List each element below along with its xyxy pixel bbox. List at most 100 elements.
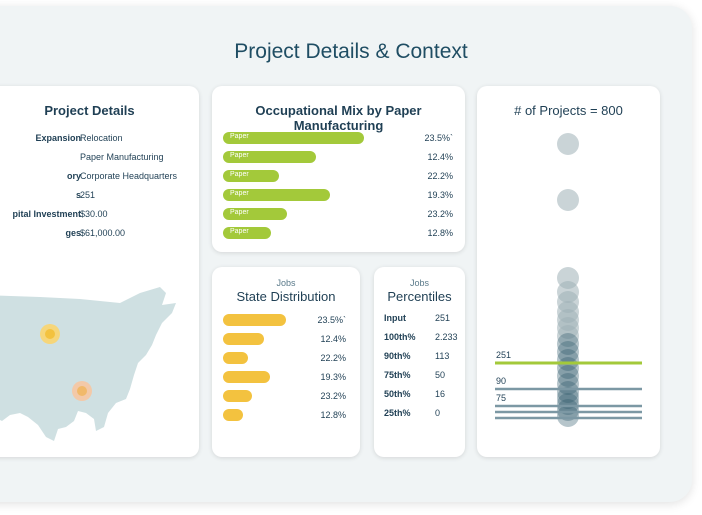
- project-details-title: Project Details: [44, 103, 135, 118]
- percentile-line-label: 251: [496, 350, 511, 360]
- occupational-mix-title: Occupational Mix by Paper Manufacturing: [255, 103, 422, 133]
- percentile-key: 25th%: [384, 408, 411, 418]
- project-details-card: Project Details Expansion Relocation Pap…: [0, 86, 199, 457]
- project-dot: [557, 341, 579, 363]
- detail-key: ory: [66, 171, 81, 181]
- state-bar: [223, 371, 270, 383]
- projects-distribution: 251 90 75: [495, 133, 642, 427]
- occupation-bar-value: 22.2%: [427, 171, 453, 181]
- occupation-bar-label: Paper: [230, 228, 249, 235]
- occupation-bar: Paper: [223, 132, 364, 144]
- state-bar-row: 12.8%: [223, 409, 346, 421]
- occupation-bar: Paper: [223, 208, 287, 220]
- occupation-bar-label: Paper: [230, 171, 249, 178]
- us-map-shape: [0, 287, 176, 441]
- detail-key: s: [75, 190, 81, 200]
- percentile-key: 90th%: [384, 351, 411, 361]
- detail-key: pital Investment: [12, 209, 81, 219]
- occupation-bar-row: Paper 19.3%: [223, 189, 453, 201]
- project-dot: [557, 399, 579, 421]
- percentile-value: 2.233: [435, 332, 458, 342]
- detail-row: Paper Manufacturing: [0, 152, 199, 164]
- state-bar-row: 23.5%`: [223, 314, 346, 326]
- state-bar-value: 23.2%: [320, 391, 346, 401]
- percentile-row: 100th% 2.233: [384, 332, 459, 344]
- detail-value: Corporate Headquarters: [80, 171, 178, 181]
- project-dot: [557, 393, 579, 415]
- projects-title: # of Projects = 800: [514, 103, 623, 118]
- project-dot: [557, 325, 579, 347]
- state-bar-value: 23.5%`: [317, 315, 346, 325]
- percentile-row: 90th% 113: [384, 351, 459, 363]
- occupation-bar-row: Paper 22.2%: [223, 170, 453, 182]
- detail-row: ory Corporate Headquarters: [0, 171, 199, 183]
- occupation-bar-label: Paper: [230, 190, 249, 197]
- occupation-bar-value: 12.8%: [427, 228, 453, 238]
- detail-key: ges: [65, 228, 81, 238]
- location-marker: [77, 386, 87, 396]
- percentile-line-label: 75: [496, 393, 506, 403]
- detail-value: $61,000.00: [80, 228, 126, 238]
- state-bar: [223, 409, 243, 421]
- percentile-row: 25th% 0: [384, 408, 459, 420]
- percentile-value: 251: [435, 313, 451, 323]
- state-bar-row: 12.4%: [223, 333, 346, 345]
- project-dot: [557, 189, 579, 211]
- project-dot: [557, 387, 579, 409]
- page-title: Project Details & Context: [234, 40, 468, 63]
- percentile-key: Input: [384, 313, 406, 323]
- occupation-bar: Paper: [223, 151, 316, 163]
- detail-key: Expansion: [35, 133, 81, 143]
- state-distribution-title: State Distribution: [236, 289, 336, 304]
- state-bar-row: 19.3%: [223, 371, 346, 383]
- occupation-bar-value: 19.3%: [427, 190, 453, 200]
- detail-value: Paper Manufacturing: [80, 152, 164, 162]
- detail-row: ges $61,000.00: [0, 228, 199, 240]
- occupation-bar: Paper: [223, 170, 279, 182]
- occupation-bar-value: 12.4%: [427, 152, 453, 162]
- detail-value: Relocation: [80, 133, 123, 143]
- percentile-key: 100th%: [384, 332, 416, 342]
- state-bar: [223, 390, 252, 402]
- percentiles-subtitle: Jobs: [409, 278, 429, 288]
- occupation-bar-label: Paper: [230, 152, 249, 159]
- percentile-value: 113: [435, 351, 450, 361]
- percentile-row: Input 251: [384, 313, 459, 325]
- project-dot: [557, 365, 579, 387]
- detail-row: pital Investment $30.00: [0, 209, 199, 221]
- percentile-key: 75th%: [384, 370, 411, 380]
- percentile-value: 50: [435, 370, 446, 380]
- detail-value: 251: [80, 190, 96, 200]
- project-dot: [557, 133, 579, 155]
- detail-row: s 251: [0, 190, 199, 202]
- location-marker: [45, 329, 55, 339]
- detail-value: $30.00: [80, 209, 108, 219]
- project-dot: [557, 381, 579, 403]
- occupation-bar-value: 23.5%`: [424, 133, 453, 143]
- percentile-key: 50th%: [384, 389, 411, 399]
- project-dot: [557, 349, 579, 371]
- occupation-bar-row: Paper 23.2%: [223, 208, 453, 220]
- occupation-bar: Paper: [223, 227, 271, 239]
- occupation-bar-row: Paper 23.5%`: [223, 132, 453, 144]
- state-bar-value: 22.2%: [320, 353, 346, 363]
- occupation-bar-row: Paper 12.4%: [223, 151, 453, 163]
- state-bar: [223, 352, 248, 364]
- detail-row: Expansion Relocation: [0, 133, 199, 145]
- state-bar: [223, 333, 264, 345]
- project-dot: [557, 333, 579, 355]
- state-bar-row: 22.2%: [223, 352, 346, 364]
- percentiles-card: Jobs Percentiles Input 251 100th% 2.233 90th…: [374, 267, 465, 457]
- state-distribution-subtitle: Jobs: [276, 278, 296, 288]
- state-distribution-card: Jobs State Distribution 23.5%` 12.4% 22.2%…: [212, 267, 360, 457]
- percentile-value: 16: [435, 389, 446, 399]
- occupation-bar-label: Paper: [230, 133, 249, 140]
- percentiles-title: Percentiles: [387, 289, 452, 304]
- state-bar-value: 19.3%: [320, 372, 346, 382]
- percentile-row: 75th% 50: [384, 370, 459, 382]
- percentile-line-label: 90: [496, 376, 506, 386]
- state-bar-value: 12.8%: [320, 410, 346, 420]
- us-map: [0, 287, 176, 441]
- state-bar-row: 23.2%: [223, 390, 346, 402]
- occupation-bar-label: Paper: [230, 209, 249, 216]
